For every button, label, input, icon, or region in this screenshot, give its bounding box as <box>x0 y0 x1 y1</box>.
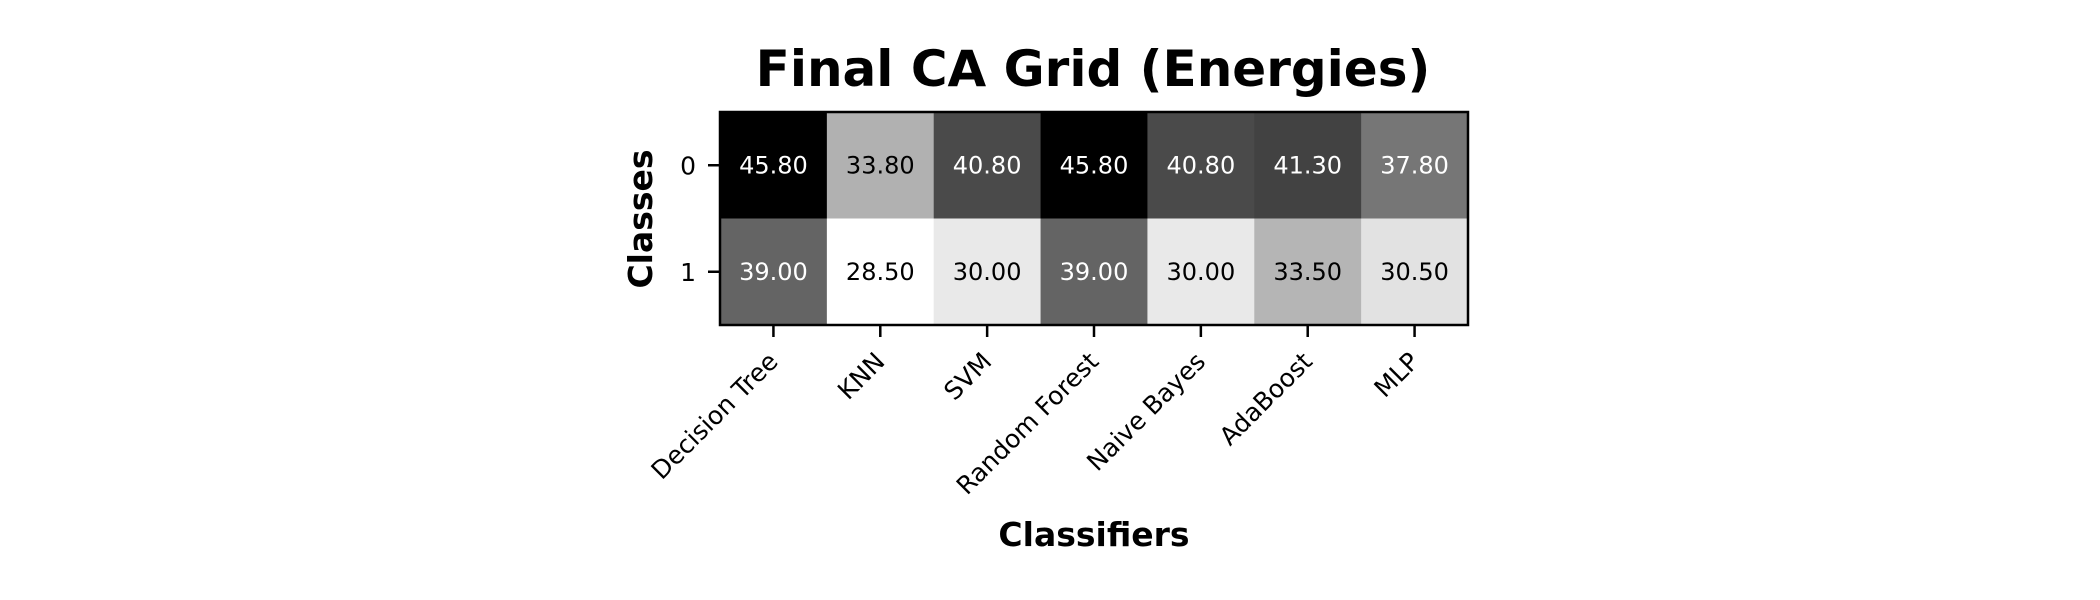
heatmap-cell-label: 30.50 <box>1380 258 1449 286</box>
heatmap-cell <box>1040 112 1149 220</box>
heatmap-cell-label: 39.00 <box>1060 258 1129 286</box>
heatmap-cell-label: 33.50 <box>1273 258 1342 286</box>
heatmap-cell <box>1254 112 1362 220</box>
heatmap-cell <box>826 112 935 220</box>
heatmap-cell <box>1361 218 1469 326</box>
heatmap-cell <box>933 218 1042 326</box>
heatmap-cell-label: 28.50 <box>846 258 915 286</box>
heatmap-cell <box>1147 218 1255 326</box>
x-tick-label: Decision Tree <box>645 347 783 485</box>
heatmap-cell-label: 41.30 <box>1273 151 1342 179</box>
y-tick-label: 0 <box>680 151 696 180</box>
heatmap-cell <box>1040 218 1149 326</box>
heatmap-cell-label: 40.80 <box>953 151 1022 179</box>
heatmap-cell <box>1254 218 1362 326</box>
heatmap-cell <box>1361 112 1469 220</box>
heatmap-cell-label: 30.00 <box>1167 258 1236 286</box>
x-tick-label: KNN <box>832 347 891 406</box>
heatmap-cells <box>720 112 1469 326</box>
x-tick-label: MLP <box>1369 347 1425 403</box>
heatmap-cell-label: 39.00 <box>739 258 808 286</box>
heatmap-cell-labels: 45.80 33.80 40.80 45.80 40.80 41.30 37.80 39.00… <box>739 151 1449 286</box>
heatmap-cell-label: 30.00 <box>953 258 1022 286</box>
heatmap-cell-label: 37.80 <box>1380 151 1449 179</box>
heatmap-cell-label: 40.80 <box>1167 151 1236 179</box>
x-tick-label: AdaBoost <box>1214 347 1318 451</box>
heatmap-cell <box>826 218 935 326</box>
heatmap-cell-label: 45.80 <box>1060 151 1129 179</box>
y-tick-label: 1 <box>680 258 696 287</box>
y-axis-ticks: 01 <box>680 151 720 287</box>
heatmap-cell <box>720 112 828 220</box>
heatmap-cell-label: 45.80 <box>739 151 808 179</box>
chart-title: Final CA Grid (Energies) <box>756 40 1431 98</box>
y-axis-label: Classes <box>621 149 660 288</box>
heatmap-cell <box>933 112 1042 220</box>
x-tick-label: SVM <box>938 347 997 406</box>
heatmap-cell-label: 33.80 <box>846 151 915 179</box>
heatmap-cell <box>1147 112 1255 220</box>
x-axis-label: Classifiers <box>998 515 1189 554</box>
heatmap-cell <box>720 218 828 326</box>
